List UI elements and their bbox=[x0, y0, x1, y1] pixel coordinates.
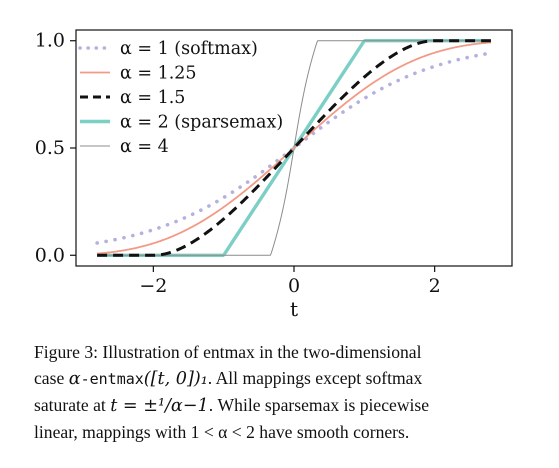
x-tick-label: 2 bbox=[429, 275, 441, 297]
caption-line-4: linear, mappings with 1 < α < 2 have smo… bbox=[34, 422, 410, 442]
caption-entmax-args: ([t, 0])₁ bbox=[143, 369, 208, 389]
y-tick-label: 0.5 bbox=[35, 137, 65, 159]
series-line-1-5 bbox=[96, 39, 492, 257]
caption-line-1: Figure 3: Illustration of entmax in the … bbox=[34, 342, 422, 362]
legend-label: α = 4 bbox=[120, 137, 169, 157]
entmax-chart: −2 0 2 0.0 0.5 1.0 t α = 1 (softmax) α = 1.25 α =… bbox=[35, 29, 513, 321]
caption-line-2-b: . All mappings except softmax bbox=[207, 368, 423, 388]
legend-label: α = 1.25 bbox=[120, 64, 197, 84]
legend-label: α = 1.5 bbox=[120, 88, 185, 108]
y-tick-label: 1.0 bbox=[35, 30, 65, 52]
figure-caption: Figure 3: Illustration of entmax in the … bbox=[34, 339, 539, 445]
x-axis-label: t bbox=[290, 297, 298, 321]
x-tick-label: 0 bbox=[288, 275, 300, 297]
caption-entmax: -entmax bbox=[80, 370, 144, 388]
x-tick-label: −2 bbox=[139, 275, 167, 297]
series-line-1-25 bbox=[97, 41, 491, 255]
legend-label: α = 1 (softmax) bbox=[120, 39, 258, 59]
caption-saturation: t = ±¹/α−1 bbox=[110, 396, 209, 416]
caption-line-3: saturate at t = ±¹/α−1. While sparsemax … bbox=[34, 392, 539, 419]
caption-line-3-b: . While sparsemax is piecewise bbox=[208, 395, 430, 415]
caption-alpha: α bbox=[68, 369, 81, 389]
y-tick-label: 0.0 bbox=[35, 244, 65, 266]
caption-line-2-a: case bbox=[34, 368, 69, 388]
legend-label: α = 2 (sparsemax) bbox=[120, 113, 283, 133]
caption-line-3-a: saturate at bbox=[34, 395, 111, 415]
caption-line-2: case α-entmax([t, 0])₁. All mappings exc… bbox=[34, 365, 539, 392]
